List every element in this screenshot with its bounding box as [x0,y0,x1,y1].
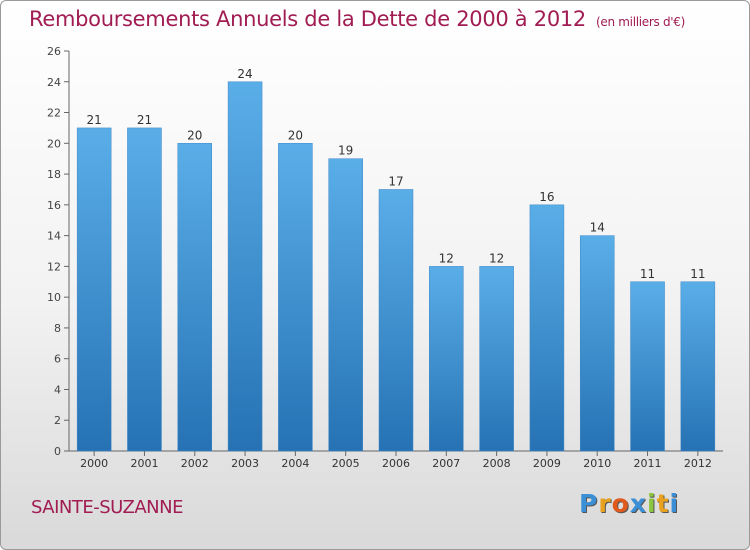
x-tick-label: 2010 [583,457,611,470]
y-tick-label: 8 [54,322,61,335]
x-tick-label: 2006 [382,457,410,470]
bar-2005 [328,158,363,452]
logo-letter: o [611,489,630,518]
logo-letter: x [629,489,647,518]
bar-2010 [579,235,615,452]
bar-2001 [127,127,162,452]
x-tick-label: 2005 [332,457,360,470]
bar-2007 [429,266,464,452]
chart-title-text: Remboursements Annuels de la Dette de 20… [29,7,586,31]
y-tick-label: 6 [54,353,61,366]
data-label-2006: 17 [388,174,403,188]
y-tick-label: 24 [47,76,61,89]
bar-2008 [479,266,514,452]
y-tick-label: 16 [47,199,61,212]
bar-2000 [76,127,112,452]
logo-letter: P [579,489,599,518]
chart-title: Remboursements Annuels de la Dette de 20… [29,7,685,31]
bar-2006 [378,189,414,452]
bar-2003 [227,81,263,452]
data-label-2009: 16 [539,190,554,204]
x-tick-label: 2011 [634,457,662,470]
y-tick-label: 0 [54,445,61,458]
chart-subtitle: (en milliers d'€) [596,15,686,29]
bar-2004 [278,143,313,452]
logo-letter: i [647,489,657,518]
chart-bars [76,81,716,452]
data-label-2010: 14 [590,221,605,235]
chart-data-labels: 21 21 20 24 20 19 17 12 12 16 14 11 11 [87,67,706,281]
data-label-2007: 12 [439,251,454,265]
y-tick-label: 10 [47,291,61,304]
logo-letter: i [669,489,680,518]
data-label-2012: 11 [690,267,705,281]
x-tick-label: 2003 [231,457,259,470]
y-tick-label: 2 [54,414,61,427]
logo-letter: r [598,489,612,518]
bar-2002 [177,143,213,452]
x-tick-label: 2012 [684,457,712,470]
bar-2011 [630,281,665,452]
data-label-2005: 19 [338,144,353,158]
y-tick-label: 14 [47,230,61,243]
x-tick-label: 2002 [181,457,209,470]
y-tick-label: 22 [47,107,61,120]
y-tick-label: 12 [47,260,61,273]
data-label-2002: 20 [187,128,202,142]
data-label-2004: 20 [288,128,303,142]
x-tick-label: 2008 [483,457,511,470]
y-tick-label: 20 [47,137,61,150]
x-tick-label: 2000 [80,457,108,470]
bar-2012 [680,281,716,452]
x-tick-label: 2001 [130,457,158,470]
data-label-2003: 24 [237,67,252,81]
data-label-2000: 21 [87,113,102,127]
y-tick-label: 18 [47,168,61,181]
y-tick-label: 4 [54,383,61,396]
x-tick-label: 2009 [533,457,561,470]
proxiti-logo: Proxiti [579,489,679,518]
data-label-2001: 21 [137,113,152,127]
data-label-2011: 11 [640,267,655,281]
x-tick-label: 2007 [432,457,460,470]
logo-letter: t [656,489,670,518]
bar-2009 [529,204,565,452]
y-tick-label: 26 [47,45,61,58]
data-label-2008: 12 [489,251,504,265]
city-name: SAINTE-SUZANNE [31,497,183,518]
x-tick-label: 2004 [281,457,309,470]
